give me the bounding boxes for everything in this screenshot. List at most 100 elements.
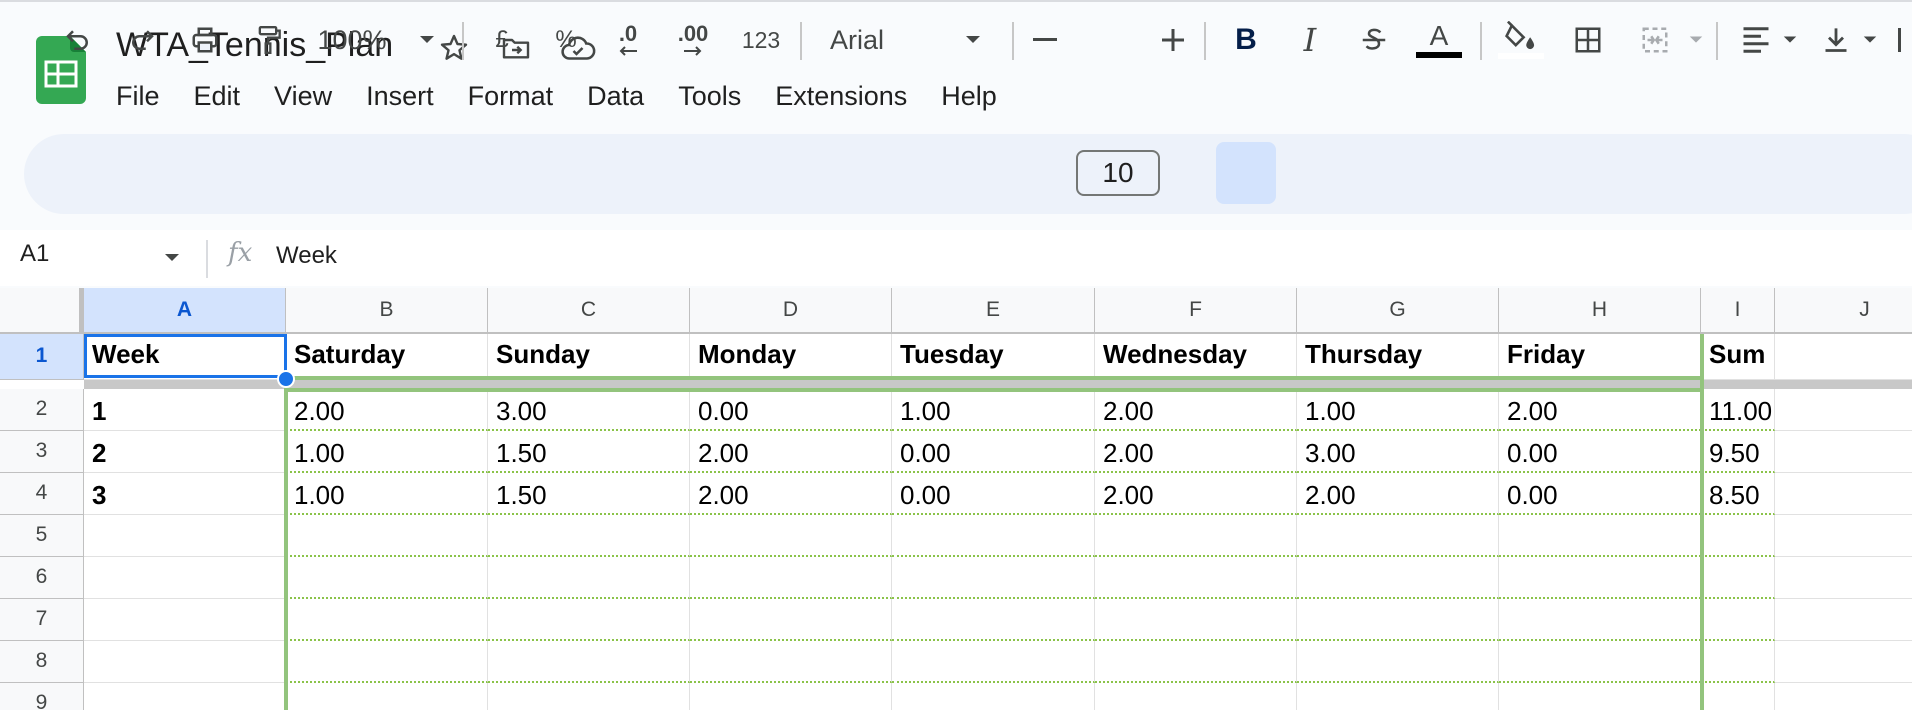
cell-b7[interactable] [286,599,488,641]
cell-j2[interactable] [1775,389,1912,431]
cell-h1[interactable]: Friday [1499,334,1701,380]
cell-d3[interactable]: 2.00 [690,431,892,473]
font-size-input[interactable]: 10 [1076,150,1160,196]
strikethrough-icon[interactable] [1352,14,1396,66]
cell-g5[interactable] [1297,515,1499,557]
cell-f2[interactable]: 2.00 [1095,389,1297,431]
column-header-e[interactable]: E [892,288,1095,334]
merge-dropdown-icon[interactable] [1684,14,1708,66]
menu-extensions[interactable]: Extensions [775,81,908,111]
cell-b8[interactable] [286,641,488,683]
cell-c8[interactable] [488,641,690,683]
decrease-decimal-button[interactable]: .0 [606,14,650,66]
currency-format-button[interactable]: £ [484,14,520,66]
column-header-c[interactable]: C [488,288,690,334]
cell-e9[interactable] [892,683,1095,710]
menu-file[interactable]: File [116,81,160,111]
cell-e1[interactable]: Tuesday [892,334,1095,380]
menu-insert[interactable]: Insert [366,81,434,111]
cell-e4[interactable]: 0.00 [892,473,1095,515]
row-header-3[interactable]: 3 [0,431,84,473]
menu-view[interactable]: View [274,81,333,111]
vertical-align-icon[interactable] [1816,14,1856,66]
decrease-font-size-icon[interactable] [1028,14,1062,66]
cell-d2[interactable]: 0.00 [690,389,892,431]
cell-i3[interactable]: 9.50 [1701,431,1775,473]
row-header-6[interactable]: 6 [0,557,84,599]
select-all-corner[interactable] [0,288,84,334]
cell-d6[interactable] [690,557,892,599]
name-box-dropdown-icon[interactable] [162,250,182,268]
row-header-1[interactable]: 1 [0,334,84,380]
cell-i7[interactable] [1701,599,1775,641]
valign-dropdown-icon[interactable] [1858,14,1882,66]
cell-i9[interactable] [1701,683,1775,710]
column-header-d[interactable]: D [690,288,892,334]
column-header-b[interactable]: B [286,288,488,334]
cell-e6[interactable] [892,557,1095,599]
cell-h9[interactable] [1499,683,1701,710]
redo-icon[interactable] [122,14,162,66]
cell-b2[interactable]: 2.00 [286,389,488,431]
cell-g3[interactable]: 3.00 [1297,431,1499,473]
cell-g9[interactable] [1297,683,1499,710]
row-header-2[interactable]: 2 [0,389,84,431]
cell-a8[interactable] [84,641,286,683]
sheets-logo-icon[interactable] [36,36,86,104]
cell-c7[interactable] [488,599,690,641]
cell-b1[interactable]: Saturday [286,334,488,380]
cell-f8[interactable] [1095,641,1297,683]
column-header-a[interactable]: A [84,288,286,334]
print-icon[interactable] [184,14,226,66]
cell-i1[interactable]: Sum [1701,334,1775,380]
increase-font-size-icon[interactable] [1156,14,1190,66]
cell-j5[interactable] [1775,515,1912,557]
cell-i4[interactable]: 8.50 [1701,473,1775,515]
cell-b6[interactable] [286,557,488,599]
cell-f6[interactable] [1095,557,1297,599]
cell-g4[interactable]: 2.00 [1297,473,1499,515]
cell-c1[interactable]: Sunday [488,334,690,380]
cell-j3[interactable] [1775,431,1912,473]
cell-f3[interactable]: 2.00 [1095,431,1297,473]
cell-d9[interactable] [690,683,892,710]
cell-g2[interactable]: 1.00 [1297,389,1499,431]
cell-i5[interactable] [1701,515,1775,557]
cell-a5[interactable] [84,515,286,557]
undo-icon[interactable] [58,14,98,66]
cell-g6[interactable] [1297,557,1499,599]
borders-icon[interactable] [1566,14,1610,66]
cell-h7[interactable] [1499,599,1701,641]
cell-b5[interactable] [286,515,488,557]
more-formats-button[interactable]: 123 [736,14,786,66]
cell-h8[interactable] [1499,641,1701,683]
row-header-5[interactable]: 5 [0,515,84,557]
cell-c4[interactable]: 1.50 [488,473,690,515]
cell-b9[interactable] [286,683,488,710]
font-dropdown-icon[interactable] [958,14,988,66]
percent-format-button[interactable]: % [548,14,584,66]
cell-j9[interactable] [1775,683,1912,710]
text-wrap-icon[interactable] [1896,14,1912,66]
increase-decimal-button[interactable]: .00 [670,14,716,66]
row-header-8[interactable]: 8 [0,641,84,683]
cell-e7[interactable] [892,599,1095,641]
cell-h6[interactable] [1499,557,1701,599]
cell-h2[interactable]: 2.00 [1499,389,1701,431]
cell-a1[interactable]: Week [84,334,286,380]
menu-data[interactable]: Data [587,81,645,111]
column-header-j[interactable]: J [1775,288,1912,334]
cell-b4[interactable]: 1.00 [286,473,488,515]
paint-format-icon[interactable] [248,14,288,66]
cell-d8[interactable] [690,641,892,683]
cell-a7[interactable] [84,599,286,641]
cell-a9[interactable] [84,683,286,710]
cell-f7[interactable] [1095,599,1297,641]
cell-j1[interactable] [1775,334,1912,380]
cloud-status-icon[interactable] [560,30,596,66]
cell-g7[interactable] [1297,599,1499,641]
horizontal-align-icon[interactable] [1736,14,1776,66]
cell-c2[interactable]: 3.00 [488,389,690,431]
cell-j4[interactable] [1775,473,1912,515]
